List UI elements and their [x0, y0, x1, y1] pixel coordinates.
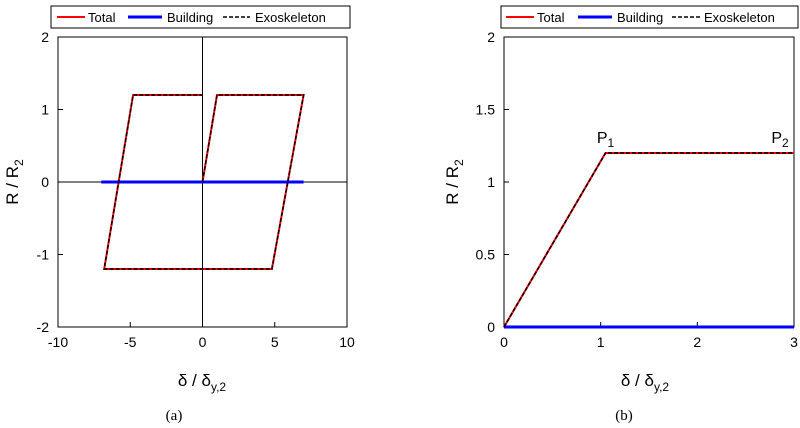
legend-a-building-label: Building — [167, 10, 213, 25]
panel-label-a: (a) — [166, 408, 183, 424]
legend-b-building-label: Building — [617, 10, 663, 25]
x-tick-label-b: 2 — [693, 334, 701, 350]
legend-a: Total Building Exoskeleton — [50, 5, 351, 29]
y-tick-label-a: 2 — [41, 29, 49, 45]
x-tick-label-a: 0 — [199, 334, 207, 350]
legend-a-total-label: Total — [88, 10, 116, 25]
x-tick-label-a: -10 — [48, 334, 68, 350]
panel-b: Total Building Exoskeleton 0 1 2 3 0 0.5 1 1.5 2… — [443, 5, 799, 424]
panel-label-b: (b) — [615, 408, 633, 424]
x-tick-label-b: 3 — [790, 334, 798, 350]
panel-a: Total Building Exoskeleton -10 -5 0 5 10-2-1… — [3, 5, 355, 424]
y-tick-label-a: -2 — [37, 319, 50, 335]
y-tick-label-b: 0.5 — [476, 247, 496, 263]
legend-a-exoskeleton-label: Exoskeleton — [255, 10, 326, 25]
y-tick-label-a: 1 — [41, 102, 49, 118]
x-tick-label-a: 5 — [271, 334, 279, 350]
y-tick-label-b: 0 — [487, 319, 495, 335]
series-exoskeleton-b — [503, 152, 794, 328]
y-tick-label-b: 2 — [487, 29, 495, 45]
y-tick-label-b: 1 — [487, 174, 495, 190]
series-b — [503, 152, 794, 329]
series-a — [101, 94, 305, 270]
x-tick-label-a: -5 — [124, 334, 137, 350]
legend-b-frame — [500, 5, 799, 29]
y-tick-label-a: -1 — [37, 247, 50, 263]
annotation-p2: P2 — [771, 130, 789, 150]
annotations-b: P1 P2 — [597, 130, 789, 150]
legend-b-total-label: Total — [537, 10, 565, 25]
ticks-b: 0 1 2 3 0 0.5 1 1.5 2 — [476, 29, 799, 350]
xlabel-a: δ / δy,2 — [178, 371, 227, 394]
y-tick-label-b: 1.5 — [476, 102, 496, 118]
series-total-b — [503, 152, 794, 328]
x-tick-label-b: 0 — [500, 334, 508, 350]
series-exoskeleton-a — [103, 94, 305, 270]
legend-a-frame — [50, 5, 351, 29]
ylabel-a: R / R2 — [3, 159, 26, 205]
x-tick-label-a: 10 — [339, 334, 355, 350]
legend-b-exoskeleton-label: Exoskeleton — [704, 10, 775, 25]
annotation-p1: P1 — [597, 130, 615, 150]
legend-b: Total Building Exoskeleton — [500, 5, 799, 29]
plot-frame-b — [503, 36, 795, 328]
y-tick-label-a: 0 — [41, 174, 49, 190]
x-tick-label-b: 1 — [597, 334, 605, 350]
xlabel-b: δ / δy,2 — [621, 371, 670, 394]
ylabel-b: R / R2 — [443, 159, 466, 205]
